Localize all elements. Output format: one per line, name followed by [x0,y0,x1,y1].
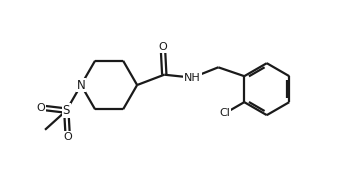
Text: O: O [64,131,72,142]
Text: O: O [158,42,167,52]
Text: N: N [77,79,85,92]
Text: NH: NH [184,73,201,83]
Text: O: O [37,103,46,113]
Text: S: S [62,104,70,117]
Text: Cl: Cl [220,108,231,118]
